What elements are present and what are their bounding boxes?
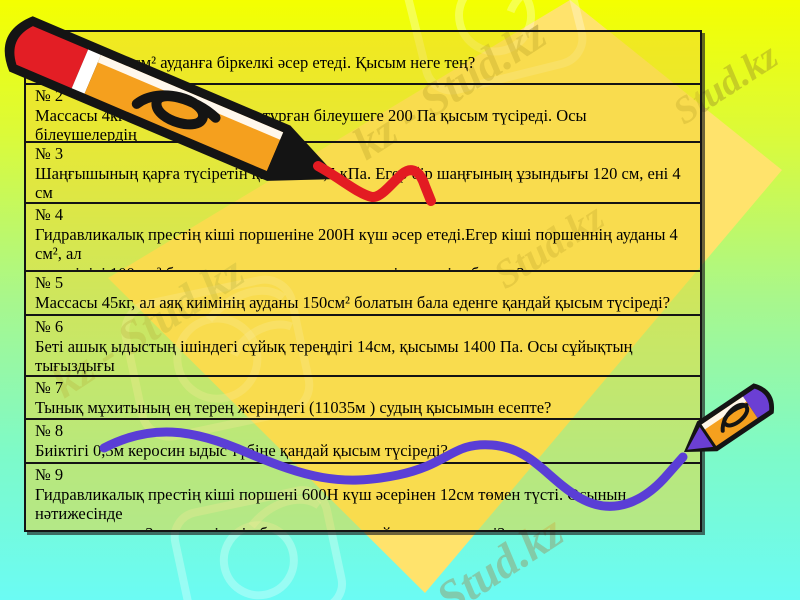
table-row: № 3 Шаңғышының қарға түсіретін қысымы 2,… [26, 143, 700, 204]
problem-number: № 6 [35, 317, 64, 336]
problem-text: Биіктігі 0,5м керосин ыдыс түбіне қандай… [35, 440, 448, 460]
table-row: № 1 2 кН күш 500 см² ауданға біркелкі әс… [26, 32, 700, 85]
problem-number: № 7 [35, 378, 64, 397]
table-row: № 9 Гидравликалық престің кіші поршені 6… [26, 464, 700, 530]
problem-number: № 2 [35, 86, 64, 105]
table-row: № 4 Гидравликалық престің кіші поршеніне… [26, 204, 700, 272]
problem-number: № 4 [35, 205, 64, 224]
problem-number: № 8 [35, 421, 64, 440]
problem-number: № 1 [35, 33, 64, 52]
problem-number: № 3 [35, 144, 64, 163]
problem-text: Беті ашық ыдыстың ішіндегі сұйық тереңді… [35, 336, 633, 376]
problem-text: Тынық мұхитының ең терең жеріндегі (1103… [35, 397, 552, 417]
table-row: № 2 Массасы 4кг білеуше, көлденең тұрған… [26, 85, 700, 143]
problems-table: № 1 2 кН күш 500 см² ауданға біркелкі әс… [24, 30, 702, 532]
problem-text: Массасы 45кг, ал аяқ киімінің ауданы 150… [35, 292, 671, 312]
table-row: № 8 Биіктігі 0,5м керосин ыдыс түбіне қа… [26, 420, 700, 464]
table-row: № 7 Тынық мұхитының ең терең жеріндегі (… [26, 377, 700, 420]
table-row: № 5 Массасы 45кг, ал аяқ киімінің ауданы… [26, 272, 700, 316]
problem-text: Шаңғышының қарға түсіретін қысымы 2,5 кП… [35, 163, 681, 203]
table-row: № 6 Беті ашық ыдыстың ішіндегі сұйық тер… [26, 316, 700, 377]
problem-text: Гидравликалық престің кіші поршеніне 200… [35, 224, 678, 271]
problem-number: № 5 [35, 273, 64, 292]
problem-text: 2 кН күш 500 см² ауданға біркелкі әсер е… [35, 52, 476, 72]
problem-text: Гидравликалық престің кіші поршені 600Н … [35, 484, 627, 531]
problem-text: Массасы 4кг білеуше, көлденең тұрған біл… [35, 105, 587, 143]
problem-number: № 9 [35, 465, 64, 484]
